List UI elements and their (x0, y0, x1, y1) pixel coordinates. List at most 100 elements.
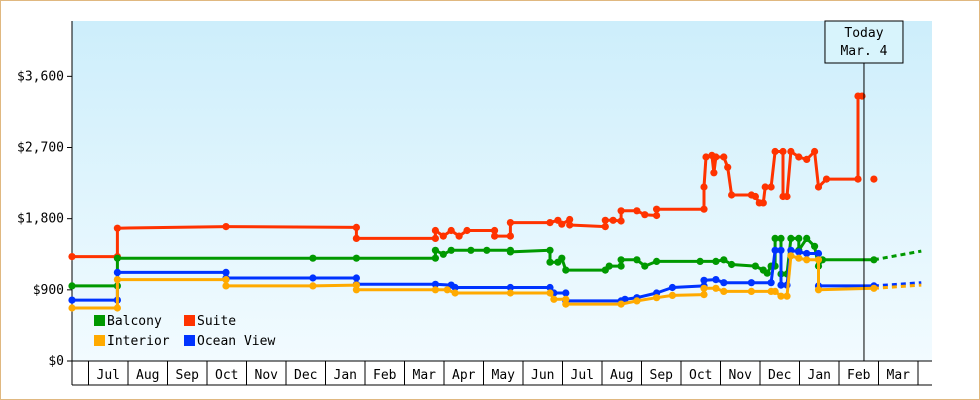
data-point (562, 289, 570, 297)
x-tick-label: Sep (176, 368, 200, 383)
data-point (814, 249, 823, 258)
data-point (633, 297, 641, 305)
data-point (546, 258, 554, 266)
data-point (783, 192, 791, 201)
data-point (771, 287, 779, 295)
legend-swatch (184, 315, 195, 326)
data-point (700, 205, 708, 213)
data-point (113, 304, 121, 312)
x-tick-label: Jul (97, 368, 120, 383)
data-point (811, 147, 819, 156)
data-point (601, 216, 609, 224)
data-point (558, 220, 566, 228)
data-point (633, 256, 641, 264)
forecast-line (873, 249, 922, 262)
data-point (759, 199, 767, 207)
data-point (700, 291, 708, 299)
data-point (617, 256, 625, 264)
data-point (546, 289, 554, 297)
series-interior (68, 252, 922, 312)
data-point (696, 257, 704, 265)
y-tick-label: $900 (33, 283, 64, 298)
x-axis: Jul Aug Sep Oct Nov Dec Jan Feb Mar Apr May Jun Jul A… (71, 361, 932, 386)
data-point (700, 183, 708, 191)
data-point (68, 282, 76, 290)
data-point (546, 246, 554, 254)
data-point (546, 219, 554, 227)
data-point (633, 207, 641, 215)
data-point (710, 169, 718, 177)
data-point (352, 234, 360, 242)
data-point (814, 286, 823, 294)
series-suite (68, 92, 878, 261)
data-point (747, 279, 756, 287)
data-point (431, 254, 439, 262)
data-point (617, 262, 625, 270)
data-point (605, 262, 613, 270)
x-tick-label: Dec (768, 368, 791, 383)
data-point (506, 232, 514, 240)
data-point (720, 279, 728, 287)
y-tick-label: $2,700 (17, 141, 64, 156)
data-point (803, 155, 811, 163)
data-point (566, 215, 574, 224)
data-point (621, 295, 629, 303)
data-point (795, 153, 803, 161)
data-point (783, 292, 791, 300)
data-point (443, 286, 451, 294)
legend-label: Suite (197, 314, 236, 329)
today-date: Mar. 4 (840, 44, 887, 59)
data-point (814, 183, 823, 191)
y-tick-label: $1,800 (17, 212, 64, 227)
data-point (814, 256, 823, 264)
data-point (68, 296, 76, 304)
data-point (617, 300, 625, 308)
x-tick-label: Aug (136, 368, 159, 383)
data-point (483, 246, 491, 254)
data-point (751, 192, 760, 201)
data-point (668, 283, 677, 292)
data-point (761, 183, 769, 191)
x-tick-label: Jan (334, 368, 357, 383)
data-point (803, 256, 811, 264)
data-point (763, 269, 771, 277)
data-point (795, 234, 803, 242)
data-point (451, 283, 459, 292)
data-point (870, 175, 878, 183)
legend-item-ocean-view: Ocean View (184, 334, 275, 349)
data-point (777, 234, 785, 242)
data-point (431, 286, 439, 294)
plot-background (72, 21, 932, 361)
data-point (431, 234, 439, 242)
legend-label: Balcony (107, 314, 162, 329)
data-point (601, 223, 609, 231)
data-point (506, 289, 514, 297)
data-point (700, 284, 708, 292)
data-point (439, 250, 447, 258)
x-tick-label: Jul (571, 368, 594, 383)
data-point (222, 282, 230, 290)
x-tick-label: Mar (413, 368, 437, 383)
data-point (747, 287, 756, 295)
data-point (431, 226, 439, 235)
data-point (771, 147, 779, 156)
data-point (222, 276, 230, 284)
x-tick-label: Nov (729, 368, 753, 383)
data-point (222, 223, 230, 231)
legend-item-balcony: Balcony (94, 314, 162, 329)
legend-swatch (184, 335, 195, 346)
legend-label: Interior (107, 334, 170, 349)
data-point (700, 276, 708, 284)
data-point (854, 175, 862, 183)
x-tick-label: Feb (373, 368, 397, 383)
data-point (113, 254, 121, 262)
legend: Balcony Suite Interior Ocean View (94, 314, 275, 349)
x-tick-label: Nov (255, 368, 279, 383)
data-point (617, 207, 625, 215)
data-point (609, 216, 617, 224)
data-point (702, 153, 710, 161)
data-point (506, 219, 514, 227)
data-point (113, 268, 121, 276)
